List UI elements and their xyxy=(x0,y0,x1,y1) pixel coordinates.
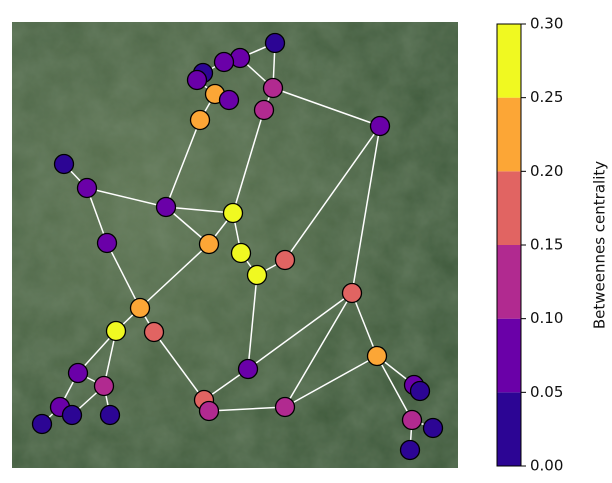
edge xyxy=(284,355,378,408)
node xyxy=(274,396,296,418)
edge xyxy=(165,119,201,208)
node xyxy=(274,249,296,271)
edge xyxy=(139,243,210,309)
node xyxy=(222,202,244,224)
node xyxy=(253,99,275,121)
colorbar-tick-label: 0.00 xyxy=(530,457,563,475)
node xyxy=(198,233,220,255)
node xyxy=(213,51,235,73)
node xyxy=(262,77,284,99)
colorbar-segment xyxy=(497,392,521,466)
node xyxy=(341,282,363,304)
colorbar-tick-label: 0.25 xyxy=(530,88,563,106)
colorbar-tick-label: 0.30 xyxy=(530,15,563,33)
node xyxy=(96,232,118,254)
node xyxy=(246,264,268,286)
edge xyxy=(165,206,234,214)
edge xyxy=(351,292,378,357)
node xyxy=(366,345,388,367)
edge xyxy=(351,125,381,294)
edge xyxy=(284,292,353,408)
node xyxy=(67,362,89,384)
node xyxy=(369,115,391,137)
node xyxy=(218,89,240,111)
node xyxy=(198,400,220,422)
node xyxy=(53,153,75,175)
edge xyxy=(106,242,141,309)
node xyxy=(93,375,115,397)
colorbar-label: Betweennes centrality xyxy=(591,161,609,329)
edge xyxy=(247,292,353,370)
colorbar-segment xyxy=(497,245,521,319)
colorbar-tick-label: 0.10 xyxy=(530,309,563,327)
node xyxy=(264,32,286,54)
colorbar-segment xyxy=(497,318,521,393)
node xyxy=(143,321,165,343)
edge xyxy=(284,125,381,261)
node xyxy=(186,69,208,91)
node xyxy=(155,196,177,218)
colorbar-segment xyxy=(497,97,521,172)
edge xyxy=(272,87,381,127)
colorbar-tick-label: 0.15 xyxy=(530,236,563,254)
node xyxy=(105,320,127,342)
node xyxy=(230,242,252,264)
edge xyxy=(376,355,413,421)
edge xyxy=(153,331,205,401)
node xyxy=(401,409,423,431)
colorbar-segment xyxy=(497,171,521,245)
colorbar-segment xyxy=(497,24,521,98)
node xyxy=(129,297,151,319)
edge xyxy=(86,187,167,208)
node xyxy=(237,358,259,380)
edge xyxy=(247,274,258,370)
colorbar-tick-label: 0.20 xyxy=(530,162,563,180)
node xyxy=(399,439,421,461)
node xyxy=(76,177,98,199)
node xyxy=(61,404,83,426)
node xyxy=(422,417,444,439)
node xyxy=(409,380,431,402)
edge xyxy=(208,406,286,412)
colorbar-tick-label: 0.05 xyxy=(530,383,563,401)
node xyxy=(31,413,53,435)
node xyxy=(189,109,211,131)
edge xyxy=(232,109,265,214)
node xyxy=(99,404,121,426)
